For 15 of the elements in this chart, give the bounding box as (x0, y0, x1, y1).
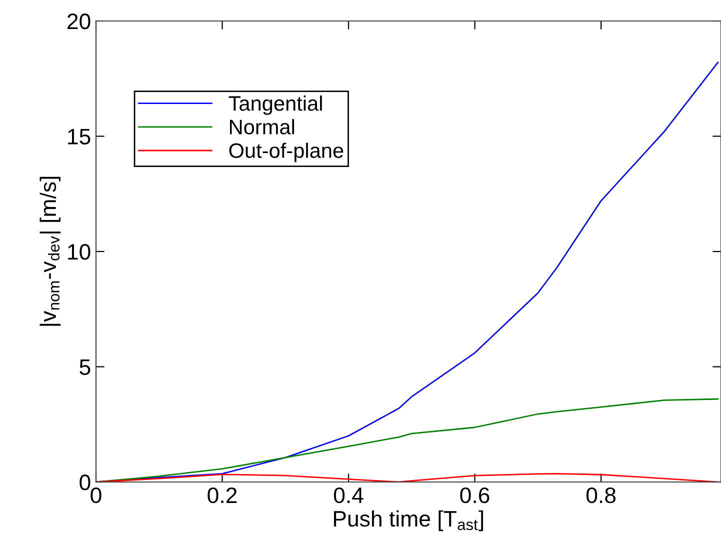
y-axis-title: |v$_{nom}$-v$_{dev}$| [m/s] (40, 176, 61, 326)
x-tick-label: 0.2 (208, 487, 237, 504)
legend-label: Out-of-plane (229, 142, 344, 162)
x-tick-label: 0.6 (460, 487, 490, 504)
legend-label: Normal (230, 119, 294, 134)
y-tick-label: 5 (80, 360, 90, 376)
y-tick-label: 0 (80, 474, 90, 490)
legend-label: Tangential (228, 96, 322, 115)
y-tick-label: 20 (68, 14, 90, 30)
y-tick-label: 10 (68, 244, 90, 260)
x-axis-title: Push time [T$_{ast}$] (334, 510, 484, 532)
x-tick-label: 0.4 (334, 487, 364, 504)
x-tick-label: 0.8 (586, 487, 616, 504)
y-tick-label: 15 (68, 129, 90, 145)
x-tick-label: 0 (90, 487, 102, 504)
